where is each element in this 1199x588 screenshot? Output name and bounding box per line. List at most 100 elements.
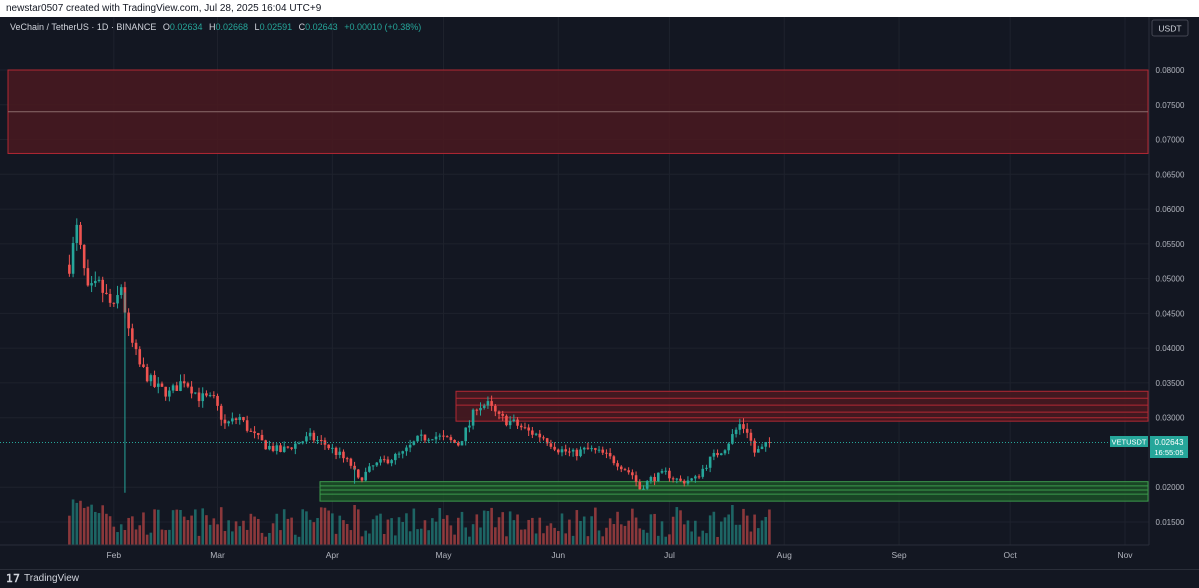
volume-bar — [612, 524, 616, 545]
volume-bar — [516, 514, 519, 545]
volume-bar — [527, 519, 530, 545]
volume-bar — [616, 511, 619, 545]
candle-body — [271, 445, 275, 451]
candle-body — [327, 444, 330, 449]
candle-body — [412, 441, 416, 445]
candle-body — [201, 393, 205, 402]
candle-body — [475, 409, 479, 411]
candle-body — [727, 443, 730, 451]
volume-bar — [560, 513, 564, 545]
candle-body — [594, 448, 597, 450]
volume-bar — [397, 517, 401, 545]
x-tick-label: May — [435, 550, 452, 560]
volume-bar — [627, 520, 630, 545]
volume-bar — [68, 515, 71, 545]
volume-bar — [208, 524, 212, 545]
volume-bar — [175, 509, 179, 545]
candle-body — [734, 429, 738, 435]
volume-bar — [160, 529, 164, 545]
volume-bar — [238, 526, 242, 545]
candle-body — [471, 409, 475, 426]
low-value: 0.02591 — [260, 22, 293, 32]
candle-body — [586, 447, 590, 449]
candle-body — [657, 472, 660, 482]
candle-body — [253, 431, 256, 434]
candle-body — [90, 283, 93, 286]
volume-bar — [356, 509, 360, 545]
volume-bar — [505, 536, 508, 545]
candle-body — [527, 427, 530, 431]
volume-bar — [382, 533, 386, 545]
candle-body — [345, 458, 349, 460]
close-value: 0.02643 — [305, 22, 338, 32]
candle-body — [501, 413, 505, 416]
volume-bar — [290, 517, 293, 545]
volume-bar — [256, 518, 260, 545]
candle-body — [560, 449, 564, 453]
volume-bar — [312, 522, 316, 545]
y-tick-label: 0.01500 — [1156, 518, 1185, 527]
volume-bar — [482, 510, 486, 545]
volume-bar — [597, 530, 601, 545]
volume-bar — [594, 507, 597, 545]
volume-bar — [605, 527, 608, 545]
candle-body — [360, 477, 364, 481]
candle-body — [460, 441, 464, 446]
volume-bar — [731, 505, 734, 545]
candle-body — [264, 440, 267, 450]
volume-bar — [297, 536, 301, 545]
candle-body — [753, 440, 756, 453]
volume-bar — [242, 520, 245, 545]
candle-body — [645, 480, 649, 489]
volume-bar — [264, 536, 267, 545]
candle-body — [494, 405, 497, 412]
currency-button[interactable]: USDT — [1151, 19, 1189, 37]
candle-body — [268, 445, 271, 450]
y-tick-label: 0.02000 — [1156, 483, 1185, 492]
candle-body — [438, 435, 442, 437]
volume-bar — [379, 513, 382, 545]
candlestick-chart[interactable]: VeChain / TetherUS · 1D · BINANCE O0.026… — [0, 17, 1199, 569]
volume-bar — [249, 513, 253, 545]
candle-body — [608, 453, 612, 457]
candle-body — [468, 425, 471, 428]
candle-body — [142, 364, 145, 367]
candle-body — [716, 452, 719, 456]
candle-body — [549, 443, 553, 447]
volume-bar — [638, 528, 642, 545]
volume-bar — [216, 524, 219, 545]
candle-body — [131, 328, 134, 343]
volume-bar — [579, 520, 582, 545]
candle-body — [705, 467, 708, 469]
candle-body — [568, 451, 571, 453]
candle-body — [719, 453, 723, 456]
volume-bar — [271, 523, 275, 545]
candle-body — [227, 421, 230, 424]
tradingview-logo[interactable]: 𝟣𝟩 TradingView — [6, 570, 79, 588]
x-tick-label: Nov — [1117, 550, 1133, 560]
candle-body — [105, 292, 108, 294]
volume-bar — [742, 508, 745, 545]
candle-body — [419, 434, 423, 436]
volume-bar — [375, 515, 379, 545]
candle-body — [182, 381, 186, 384]
candle-body — [197, 392, 201, 402]
candle-body — [153, 375, 156, 387]
volume-bar — [697, 536, 701, 545]
header-bar: newstar0507 created with TradingView.com… — [0, 0, 1199, 17]
candle-body — [116, 295, 119, 304]
candle-body — [686, 480, 690, 484]
volume-bar — [542, 533, 545, 545]
candle-body — [401, 451, 405, 454]
chart-area[interactable]: VeChain / TetherUS · 1D · BINANCE O0.026… — [0, 17, 1199, 569]
volume-bar — [586, 536, 590, 545]
volume-bar — [768, 509, 771, 545]
volume-bar — [97, 513, 101, 545]
volume-bar — [90, 504, 93, 545]
candle-body — [631, 472, 634, 476]
candle-body — [249, 430, 253, 432]
candle-body — [708, 456, 712, 468]
volume-bar — [664, 536, 668, 545]
candle-body — [256, 433, 260, 435]
candle-body — [334, 447, 338, 456]
